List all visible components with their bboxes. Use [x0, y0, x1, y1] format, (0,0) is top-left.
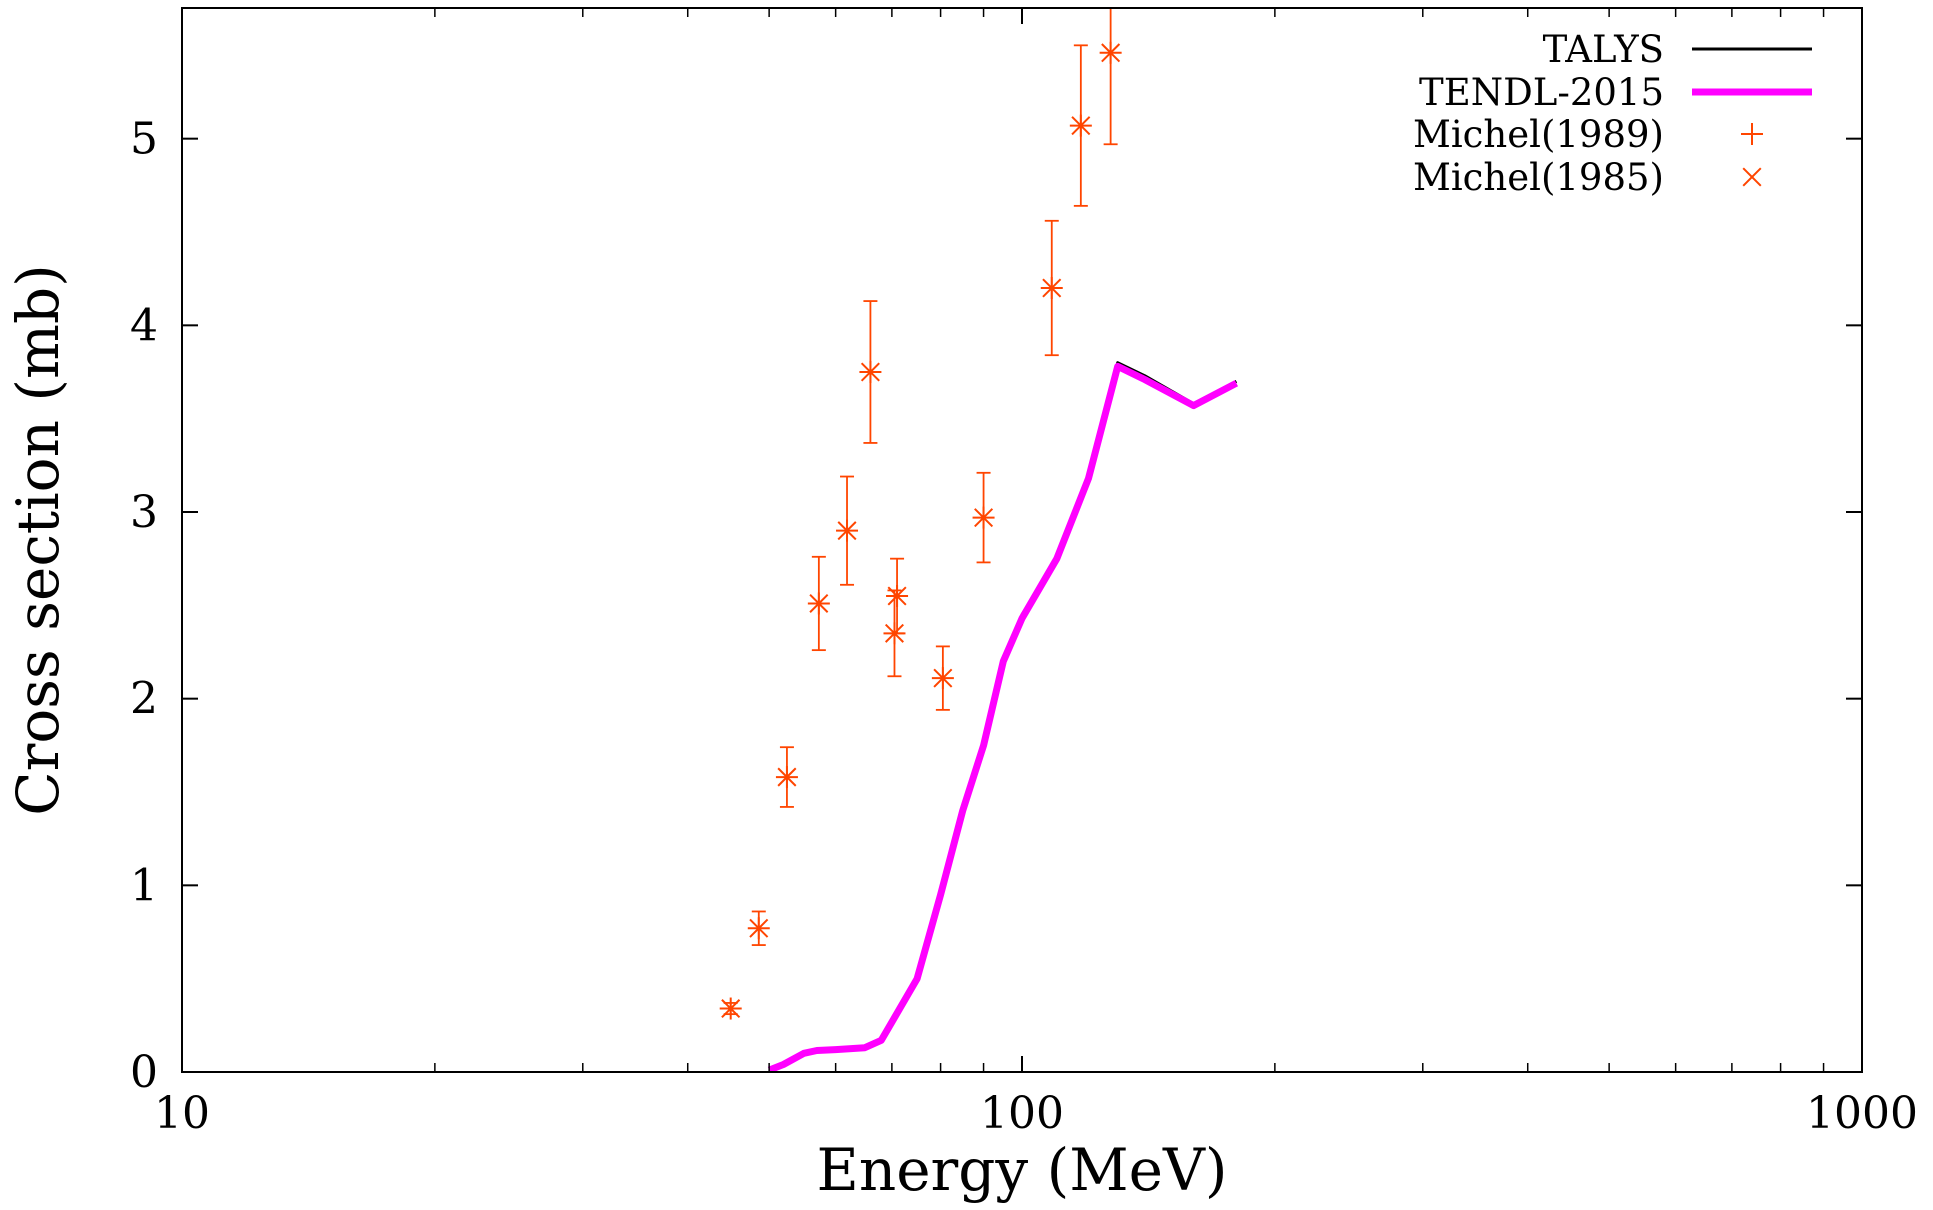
data-point-cross — [887, 586, 907, 606]
series-line-tendl-2015 — [767, 362, 1239, 1072]
plot-marks — [719, 8, 1239, 1072]
x-tick-label: 100 — [980, 1088, 1064, 1139]
legend-swatch-plus — [1741, 123, 1763, 145]
legend-label: TALYS — [1543, 28, 1664, 71]
data-point-cross — [837, 521, 857, 541]
y-tick-label: 2 — [130, 674, 158, 725]
data-point-cross — [1071, 116, 1091, 136]
y-tick-label: 0 — [130, 1047, 158, 1098]
y-tick-label: 4 — [130, 300, 158, 351]
data-point-cross — [1101, 43, 1121, 63]
plot-area — [719, 8, 1239, 1072]
data-point-cross — [1042, 278, 1062, 298]
x-axis-title: Energy (MeV) — [817, 1136, 1228, 1204]
x-tick-label: 1000 — [1806, 1088, 1918, 1139]
legend-swatch-cross — [1742, 167, 1762, 187]
y-tick-label: 3 — [130, 487, 158, 538]
data-point-cross — [974, 508, 994, 528]
data-point-cross — [809, 593, 829, 613]
legend-label: Michel(1985) — [1413, 156, 1664, 199]
x-tick-label: 10 — [154, 1088, 210, 1139]
y-axis-title: Cross section (mb) — [4, 264, 72, 816]
data-point-cross — [777, 767, 797, 787]
legend-label: Michel(1989) — [1413, 113, 1664, 156]
y-tick-label: 5 — [130, 114, 158, 165]
y-tick-label: 1 — [130, 860, 158, 911]
data-point-cross — [749, 918, 769, 938]
data-point-cross — [721, 999, 741, 1019]
data-point-cross — [884, 623, 904, 643]
data-point-cross — [933, 668, 953, 688]
axis-ticks: 10 100 1000 0 1 2 3 4 5 — [130, 8, 1918, 1139]
legend-label: TENDL-2015 — [1419, 71, 1664, 114]
data-point-cross — [860, 362, 880, 382]
